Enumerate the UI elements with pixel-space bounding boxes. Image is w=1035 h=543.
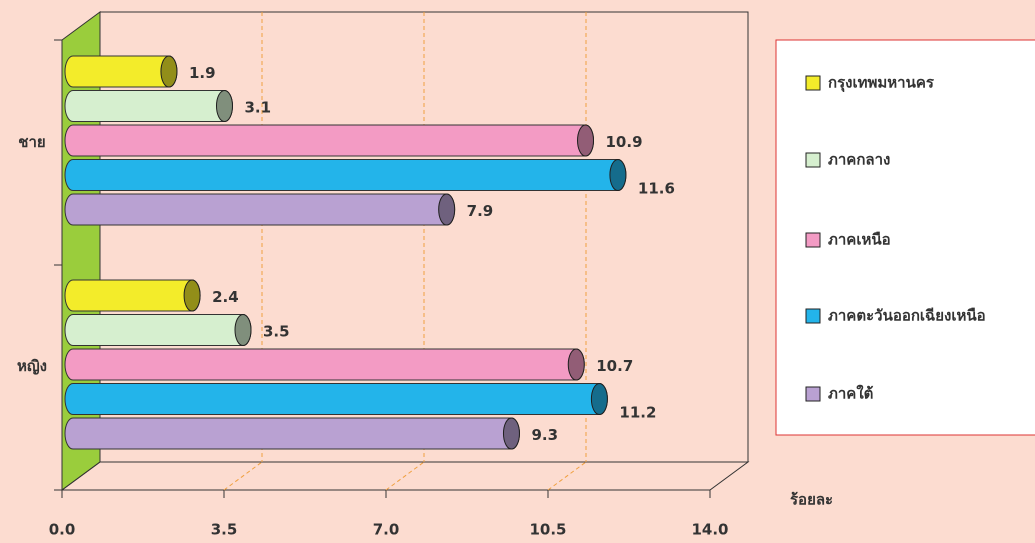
x-tick-label: 10.5 xyxy=(529,521,566,539)
bar xyxy=(64,417,520,450)
back-wall xyxy=(100,11,749,462)
legend-label: ภาคเหนือ xyxy=(828,231,891,249)
legend-label: ภาคกลาง xyxy=(828,151,890,169)
bar xyxy=(64,348,585,381)
value-label: 10.9 xyxy=(606,133,643,151)
bar xyxy=(64,314,252,346)
bar-cap xyxy=(609,159,627,191)
legend-swatch xyxy=(805,152,821,168)
legend-swatch xyxy=(805,308,821,324)
bar-cap xyxy=(183,279,201,312)
value-label: 1.9 xyxy=(189,64,216,82)
value-label: 7.9 xyxy=(467,202,494,220)
bar-cap xyxy=(590,383,608,415)
bar-cap xyxy=(577,124,595,157)
grid-line xyxy=(385,461,425,491)
legend-swatch xyxy=(805,232,821,248)
bar-cap xyxy=(160,55,178,88)
bar-cap xyxy=(234,314,252,346)
category-label: ชาย xyxy=(18,133,45,151)
bar-cap xyxy=(567,348,585,381)
legend-swatch xyxy=(805,75,821,91)
bar xyxy=(64,159,627,191)
x-tick-label: 14.0 xyxy=(691,521,728,539)
bar-cap xyxy=(502,417,520,450)
value-label: 9.3 xyxy=(531,426,558,444)
value-label: 10.7 xyxy=(596,357,633,375)
bar xyxy=(64,90,233,122)
bar xyxy=(64,124,594,157)
legend-label: กรุงเทพมหานคร xyxy=(828,74,935,93)
bar-cap xyxy=(438,193,456,226)
category-label: หญิง xyxy=(17,357,47,375)
legend-swatch xyxy=(805,386,821,402)
value-label: 11.6 xyxy=(638,180,675,198)
bar-cap xyxy=(215,90,233,122)
bar xyxy=(64,193,456,226)
bar xyxy=(64,383,608,415)
legend-label: ภาคตะวันออกเฉียงเหนือ xyxy=(828,307,986,325)
x-tick-label: 7.0 xyxy=(373,521,400,539)
bar xyxy=(64,279,201,312)
value-label: 3.1 xyxy=(244,99,271,117)
bar xyxy=(64,55,178,88)
x-axis-label: ร้อยละ xyxy=(790,491,833,509)
grid-line xyxy=(223,461,263,491)
floor xyxy=(60,461,750,491)
value-label: 3.5 xyxy=(263,323,290,341)
legend-label: ภาคใต้ xyxy=(828,385,873,403)
x-tick-label: 0.0 xyxy=(49,521,76,539)
value-label: 2.4 xyxy=(212,288,239,306)
grid-line xyxy=(547,461,587,491)
value-label: 11.2 xyxy=(619,404,656,422)
x-tick-label: 3.5 xyxy=(211,521,238,539)
